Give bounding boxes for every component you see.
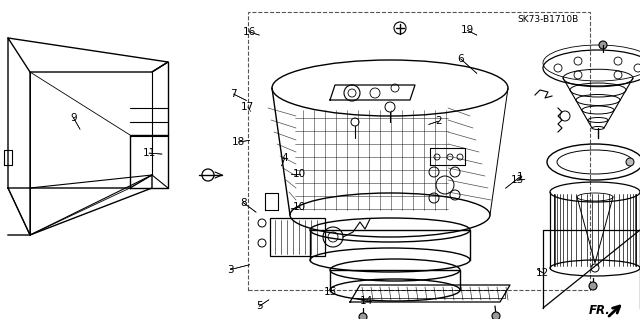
Ellipse shape <box>492 312 500 319</box>
Text: 15: 15 <box>324 287 337 297</box>
Ellipse shape <box>626 158 634 166</box>
Text: 6: 6 <box>458 54 464 64</box>
Text: 9: 9 <box>70 113 77 123</box>
Text: 16: 16 <box>243 27 256 37</box>
Text: 7: 7 <box>230 89 237 99</box>
Text: 11: 11 <box>143 148 156 158</box>
Text: 14: 14 <box>360 296 372 307</box>
Text: 13: 13 <box>511 175 524 185</box>
Text: 19: 19 <box>461 25 474 35</box>
Ellipse shape <box>599 41 607 49</box>
Bar <box>248 12 590 290</box>
Text: 4: 4 <box>282 153 288 163</box>
Bar <box>270 218 325 256</box>
Text: 10: 10 <box>293 202 306 212</box>
Text: 5: 5 <box>256 301 262 311</box>
Text: FR.: FR. <box>589 303 611 316</box>
Text: 1: 1 <box>516 172 523 182</box>
Text: 18: 18 <box>232 137 245 147</box>
Text: 10: 10 <box>293 169 306 179</box>
Ellipse shape <box>589 282 597 290</box>
Text: 17: 17 <box>241 102 254 112</box>
Text: 3: 3 <box>227 264 234 275</box>
Text: 2: 2 <box>435 116 442 126</box>
Ellipse shape <box>359 313 367 319</box>
Text: 8: 8 <box>240 197 246 208</box>
Text: 12: 12 <box>536 268 549 278</box>
Text: SK73-B1710B: SK73-B1710B <box>517 16 579 25</box>
